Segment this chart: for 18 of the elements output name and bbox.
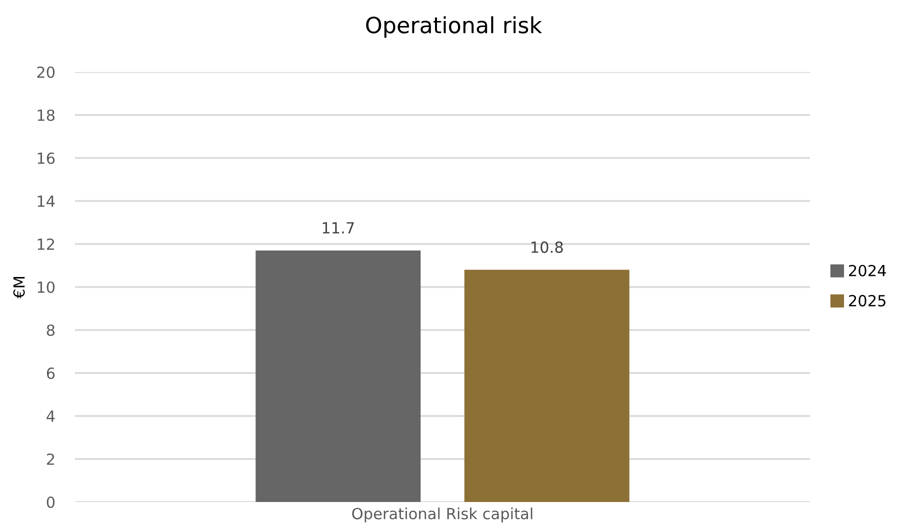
legend-label: 2024 — [849, 264, 886, 276]
y-tick-label: 6 — [46, 367, 55, 380]
y-tick-label: 0 — [46, 496, 55, 508]
data-label: 10.8 — [532, 241, 563, 253]
y-tick-label: 16 — [38, 152, 55, 164]
y-tick-label: 18 — [38, 109, 55, 122]
y-tick-label: 8 — [46, 324, 55, 336]
y-tick-label: 20 — [37, 66, 55, 78]
y-tick-label: 12 — [38, 238, 54, 250]
y-tick-label: 14 — [38, 196, 55, 207]
x-tick-label: Operational Risk capital — [352, 508, 532, 522]
y-axis-title: €M — [13, 277, 25, 298]
chart-title: Operational risk — [366, 16, 542, 38]
y-tick-label: 2 — [46, 453, 54, 465]
legend-label: 2025 — [849, 294, 886, 306]
y-tick-label: 4 — [46, 410, 55, 422]
data-label: 11.7 — [322, 222, 354, 234]
y-tick-label: 10 — [38, 281, 55, 294]
